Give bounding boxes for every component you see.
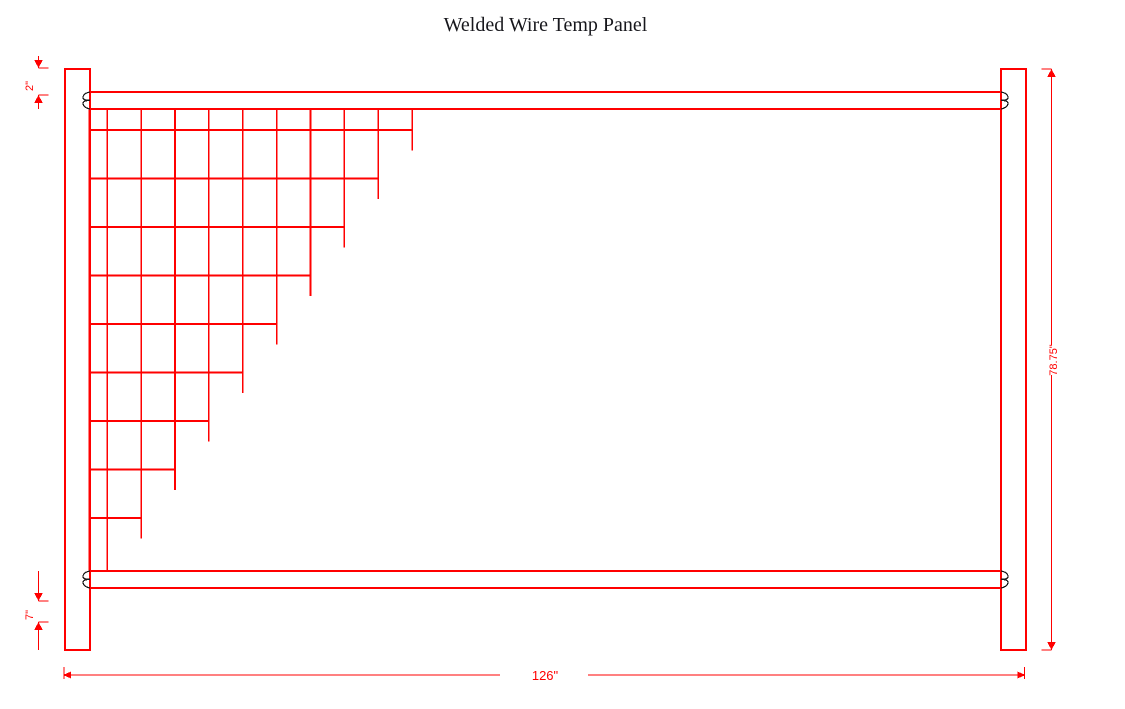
svg-text:78.75": 78.75" — [1048, 344, 1060, 376]
svg-text:7": 7" — [24, 610, 36, 620]
svg-text:2": 2" — [24, 81, 36, 91]
svg-text:126": 126" — [532, 668, 559, 683]
